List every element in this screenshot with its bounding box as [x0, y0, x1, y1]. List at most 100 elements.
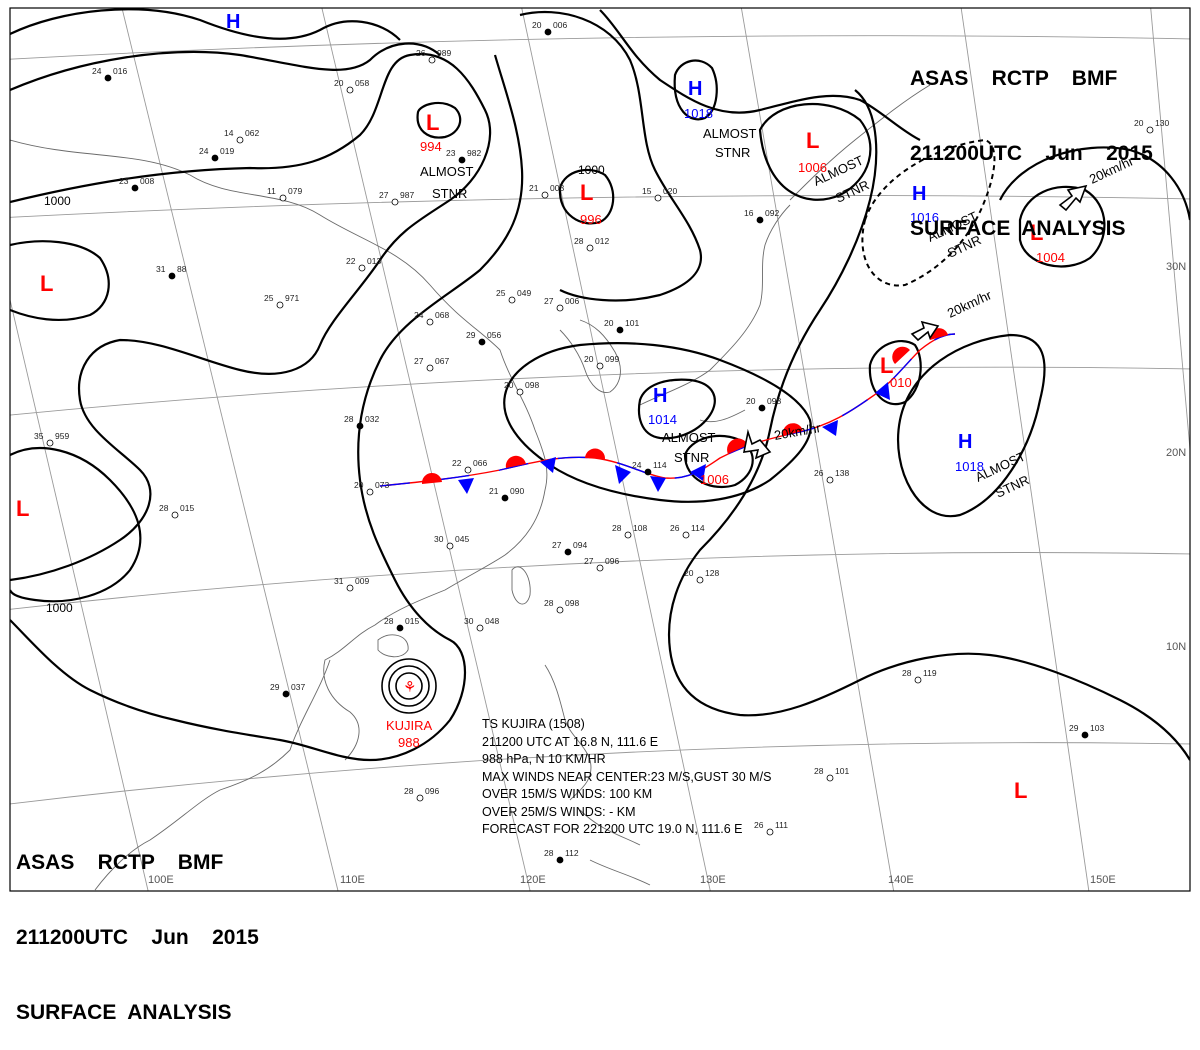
station-circle	[346, 86, 354, 94]
station-plot: 23 982	[446, 148, 481, 164]
station-plot: 11 079	[267, 186, 302, 202]
high-symbol-1014: H	[653, 385, 667, 407]
station-temp: 25	[264, 293, 274, 303]
station-circle	[564, 548, 572, 556]
motion-arrow-1006	[742, 428, 772, 460]
motion-arrow-1004	[1058, 184, 1088, 212]
typhoon-symbol: ⚘	[403, 679, 416, 696]
station-plot: 31 009	[334, 576, 369, 592]
station-pressure: 068	[435, 310, 449, 320]
station-temp: 20	[746, 396, 756, 406]
low-value-1006-north: 1006	[798, 160, 827, 175]
station-circle	[366, 488, 374, 496]
station-circle	[556, 304, 564, 312]
station-temp: 27	[414, 356, 424, 366]
low-symbol-994: L	[426, 110, 439, 135]
note-almost-stnr-994: ALMOST	[420, 164, 474, 179]
station-plot: 20 099	[584, 354, 619, 370]
station-temp: 26	[754, 820, 764, 830]
station-circle	[446, 542, 454, 550]
station-circle	[556, 606, 564, 614]
header-time: 211200UTC Jun 2015	[910, 142, 1153, 165]
low-symbol-1010: L	[880, 353, 893, 378]
station-pressure: 012	[595, 236, 609, 246]
lon-label-130e: 130E	[700, 874, 726, 886]
typhoon-info-line: OVER 25M/S WINDS: - KM	[482, 804, 636, 819]
typhoon-info-line: OVER 15M/S WINDS: 100 KM	[482, 787, 653, 801]
low-value-1010: 010	[890, 375, 912, 390]
low-symbol-sw: L	[16, 496, 29, 521]
note-stnr-1018n: STNR	[715, 145, 750, 160]
isobar-1000-central	[10, 54, 524, 762]
isobar-1000-north	[10, 52, 492, 582]
station-circle	[696, 576, 704, 584]
station-circle	[346, 584, 354, 592]
station-temp: 28	[544, 598, 554, 608]
station-pressure: 138	[835, 468, 849, 478]
station-plot: 21 090	[489, 486, 524, 502]
station-plot: 25 049	[496, 288, 531, 304]
isobar-ne-ring	[999, 146, 1190, 221]
station-temp: 26	[416, 48, 426, 58]
station-circle	[1146, 126, 1154, 134]
grid-line	[960, 8, 1090, 891]
typhoon-info-line: 988 hPa, N 10 KM/HR	[482, 752, 606, 766]
station-circle	[826, 774, 834, 782]
station-circle	[586, 244, 594, 252]
station-temp: 21	[489, 486, 499, 496]
station-circle	[758, 404, 766, 412]
station-pressure: 112	[565, 848, 579, 858]
station-plot: 26 138	[814, 468, 849, 484]
station-circle	[426, 364, 434, 372]
station-circle	[396, 624, 404, 632]
latitude-labels: 30N 20N 10N	[1166, 261, 1186, 653]
isobar-low-1006-n	[758, 102, 872, 201]
isobar-west-low	[10, 240, 110, 321]
note-stnr-1006n: STNR	[833, 177, 871, 206]
station-pressure: 006	[553, 20, 567, 30]
isobar-north-1	[10, 8, 401, 41]
station-pressure: 111	[775, 820, 788, 830]
station-pressure: 020	[663, 186, 677, 196]
station-circle	[508, 296, 516, 304]
station-temp: 28	[814, 766, 824, 776]
coast-taiwan	[511, 566, 531, 605]
station-plot: 20 006	[532, 20, 567, 36]
station-temp: 27	[552, 540, 562, 550]
station-pressure: 130	[1155, 118, 1169, 128]
grid-line	[740, 8, 895, 891]
high-symbol-1016: H	[912, 183, 926, 205]
station-circle	[464, 466, 472, 474]
station-temp: 23	[119, 176, 129, 186]
station-plot: 21 003	[529, 183, 564, 199]
note-almost-stnr-1014: ALMOST	[662, 430, 716, 445]
lon-label-110e: 110E	[340, 874, 365, 886]
station-temp: 24	[632, 460, 642, 470]
isobars	[10, 8, 1190, 762]
station-pressure: 101	[625, 318, 639, 328]
typhoon-info-line: FORECAST FOR 221200 UTC 19.0 N, 111.6 E	[482, 822, 743, 836]
station-pressure: 114	[653, 460, 667, 470]
station-pressure: 987	[400, 190, 414, 200]
low-symbol-se: L	[1014, 778, 1027, 803]
station-circle	[914, 676, 922, 684]
grid-line	[10, 195, 1190, 218]
station-circle	[131, 184, 139, 192]
low-symbol-1006-north: L	[806, 128, 819, 153]
station-plot: 20 098	[746, 396, 781, 412]
station-temp: 28	[344, 414, 354, 424]
station-plot: 28 012	[574, 236, 609, 252]
station-temp: 22	[452, 458, 462, 468]
longitude-labels: 100E 110E 120E 130E 140E 150E	[148, 874, 1116, 886]
station-plot: 35 959	[34, 431, 69, 447]
motion-arrows	[742, 184, 1088, 460]
isobar-low-994	[416, 101, 462, 139]
station-pressure: 982	[467, 148, 481, 158]
typhoon-labels: ⚘ KUJIRA 988	[386, 679, 433, 750]
station-pressure: 098	[525, 380, 539, 390]
station-pressure: 008	[140, 176, 154, 186]
station-circle	[596, 564, 604, 572]
motion-speed-1010: 20km/hr	[945, 287, 995, 321]
station-pressure: 096	[425, 786, 439, 796]
lon-label-120e: 120E	[520, 874, 546, 886]
